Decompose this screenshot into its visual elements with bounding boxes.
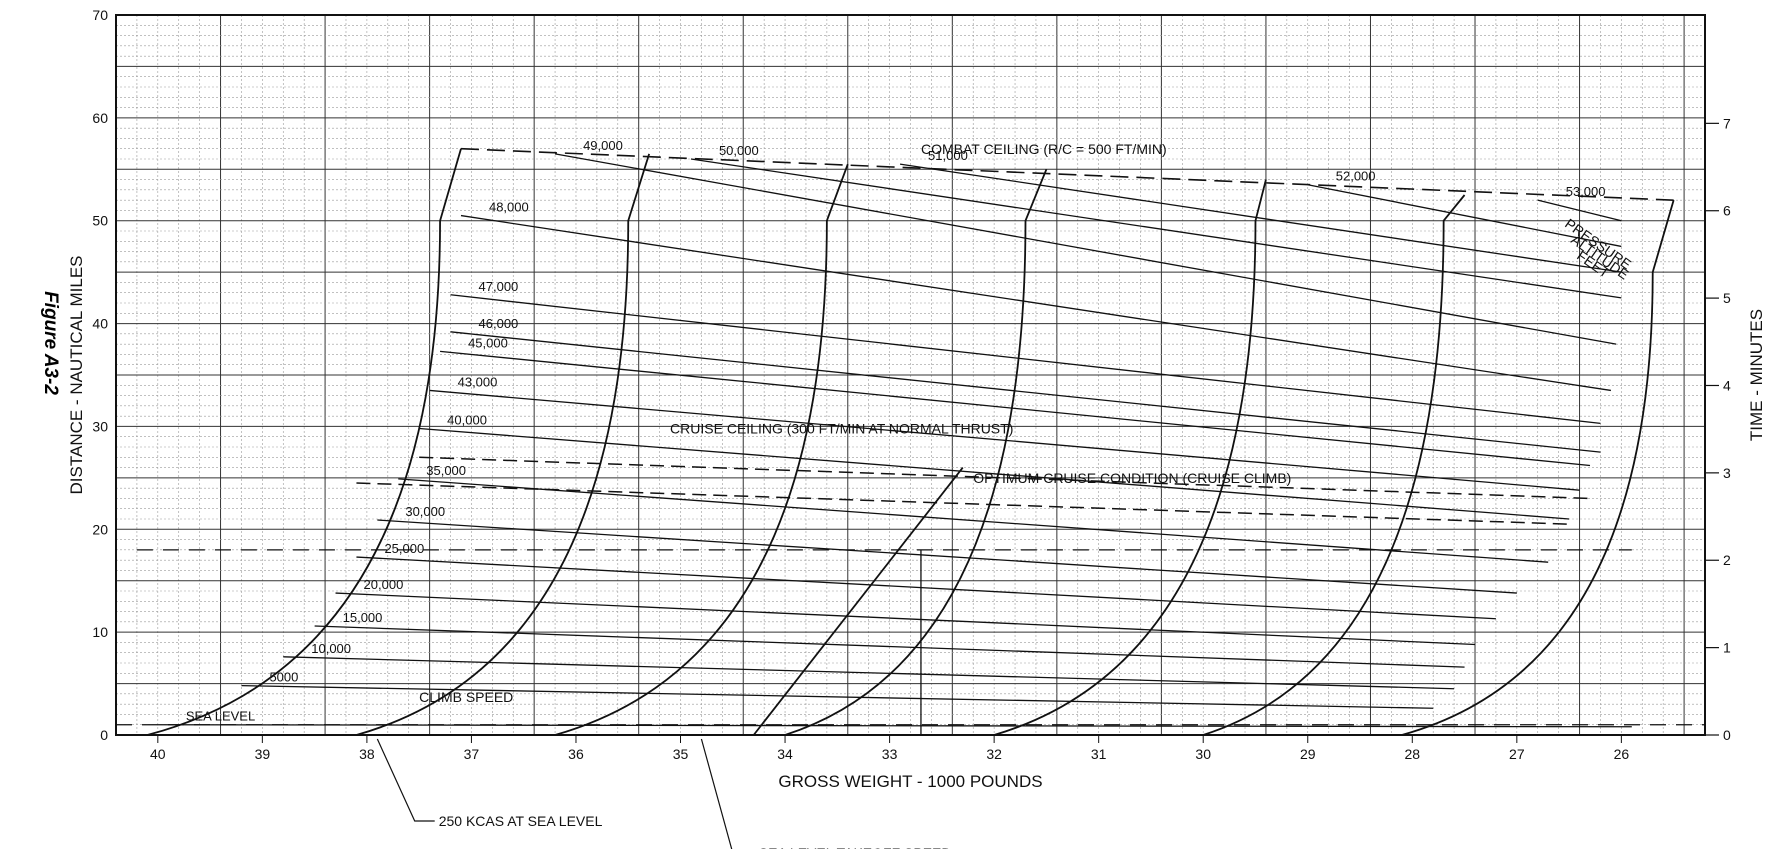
altitude-line-label: 50,000	[719, 143, 759, 158]
altitude-line-label: 51,000	[928, 148, 968, 163]
y-axis-label-left: DISTANCE - NAUTICAL MILES	[67, 256, 86, 495]
callout-leader	[700, 738, 755, 854]
y-tick-label: 70	[92, 7, 108, 23]
x-tick-label: 37	[464, 746, 480, 762]
altitude-line-label: 52,000	[1336, 169, 1376, 184]
altitude-line-label: 46,000	[479, 316, 519, 331]
x-axis-label: GROSS WEIGHT - 1000 POUNDS	[778, 772, 1042, 791]
altitude-line-label: 35,000	[426, 463, 466, 478]
y-tick-label: 0	[100, 727, 108, 743]
altitude-line	[450, 331, 1601, 453]
weight-curve	[993, 179, 1267, 736]
altitude-line	[398, 478, 1549, 563]
sea-level-takeoff-callout: SEA LEVEL TAKEOFF SPEED	[759, 845, 952, 849]
climb-speed-label: CLIMB SPEED	[419, 689, 513, 705]
altitude-line	[356, 556, 1496, 620]
altitude-line-label: 49,000	[583, 138, 623, 153]
y-tick-label: 50	[92, 213, 108, 229]
x-tick-label: 29	[1300, 746, 1316, 762]
y-tick-label: 60	[92, 110, 108, 126]
altitude-line-label: 10,000	[311, 641, 351, 656]
altitude-line	[690, 158, 1622, 299]
optimum-cruise-label: OPTIMUM CRUISE CONDITION (CRUISE CLIMB)	[973, 470, 1291, 486]
weight-curve	[554, 163, 849, 736]
y2-tick-label: 3	[1723, 465, 1731, 481]
weight-curve	[1202, 194, 1466, 736]
x-tick-label: 40	[150, 746, 166, 762]
x-tick-label: 27	[1509, 746, 1525, 762]
altitude-line	[429, 389, 1580, 491]
y-tick-label: 20	[92, 521, 108, 537]
callout-leader	[376, 738, 435, 822]
altitude-line	[314, 625, 1465, 668]
altitude-line	[460, 214, 1612, 392]
altitude-line-label: 47,000	[479, 279, 519, 294]
combat-ceiling-line	[460, 147, 1674, 201]
x-tick-label: 35	[673, 746, 689, 762]
y2-tick-label: 6	[1723, 203, 1731, 219]
altitude-line	[554, 153, 1617, 345]
weight-curve	[784, 168, 1048, 736]
altitude-line	[899, 163, 1622, 273]
altitude-line	[440, 350, 1591, 467]
y2-tick-label: 0	[1723, 727, 1731, 743]
altitude-line	[377, 519, 1517, 594]
y-tick-label: 30	[92, 418, 108, 434]
x-tick-label: 39	[255, 746, 271, 762]
x-tick-label: 34	[777, 746, 793, 762]
weight-curve	[147, 148, 462, 736]
altitude-line	[450, 294, 1601, 424]
altitude-line	[335, 592, 1476, 646]
x-tick-label: 36	[568, 746, 584, 762]
y2-tick-label: 4	[1723, 377, 1731, 393]
weight-curve	[356, 153, 651, 736]
altitude-line	[1537, 199, 1622, 222]
combat-ceiling-label: COMBAT CEILING (R/C = 500 FT/MIN)	[921, 141, 1167, 157]
altitude-line-label: 48,000	[489, 200, 529, 215]
altitude-line-label: 45,000	[468, 335, 508, 350]
takeoff-speed-callout: 250 KCAS AT SEA LEVEL	[439, 813, 603, 829]
cruise-ceiling-label: CRUISE CEILING (300 FT/MIN AT NORMAL THR…	[670, 421, 1013, 437]
y-tick-label: 40	[92, 316, 108, 332]
altitude-line-label: 40,000	[447, 412, 487, 427]
x-tick-label: 33	[882, 746, 898, 762]
y2-tick-label: 5	[1723, 290, 1731, 306]
y2-tick-label: 2	[1723, 552, 1731, 568]
y2-tick-label: 7	[1723, 115, 1731, 131]
figure-label: Figure A3-2	[40, 291, 61, 395]
weight-curve	[752, 467, 964, 736]
altitude-line-label: 43,000	[458, 374, 498, 389]
cruise-ceiling-line	[419, 456, 1591, 500]
weight-curve	[1401, 199, 1675, 736]
x-tick-label: 28	[1405, 746, 1421, 762]
y-axis-label-right: TIME - MINUTES	[1747, 309, 1766, 441]
altitude-line-label: 15,000	[343, 610, 383, 625]
x-tick-label: 30	[1195, 746, 1211, 762]
y-tick-label: 10	[92, 624, 108, 640]
altitude-line-label: 20,000	[364, 577, 404, 592]
altitude-line	[241, 684, 1434, 709]
altitude-line-label: 30,000	[405, 504, 445, 519]
x-tick-label: 38	[359, 746, 375, 762]
optimum-cruise-line	[356, 482, 1570, 525]
altitude-line-label: 5000	[269, 670, 298, 685]
altitude-line-label: 25,000	[384, 541, 424, 556]
altitude-line	[283, 656, 1455, 690]
altitude-line-label: SEA LEVEL	[186, 709, 255, 724]
x-tick-label: 26	[1614, 746, 1630, 762]
altitude-line	[419, 427, 1570, 520]
altitude-line-label: 53,000	[1566, 184, 1606, 199]
altitude-line	[1307, 184, 1622, 248]
x-tick-label: 31	[1091, 746, 1107, 762]
y2-tick-label: 1	[1723, 640, 1731, 656]
plot-frame	[115, 14, 1706, 736]
x-tick-label: 32	[986, 746, 1002, 762]
